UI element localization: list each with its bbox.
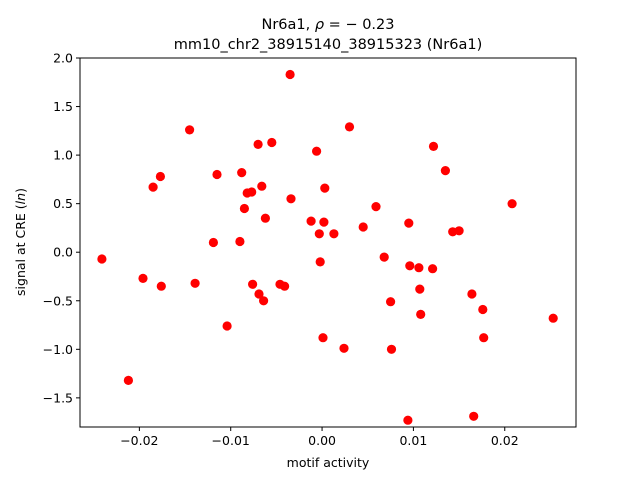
- title-prefix: Nr6a1,: [261, 17, 314, 33]
- data-point-38: [358, 222, 368, 232]
- y-tick-label: 1.0: [53, 148, 73, 163]
- x-axis-ticks: −0.02 −0.01 0.00 0.01 0.02: [120, 427, 519, 448]
- data-point-18: [253, 139, 263, 149]
- x-tick-label: −0.01: [212, 433, 250, 448]
- data-point-7: [185, 125, 195, 135]
- data-point-33: [319, 217, 329, 227]
- data-point-26: [285, 69, 295, 80]
- data-point-44: [404, 218, 414, 228]
- chart-title-line1: Nr6a1, ρ = − 0.23: [261, 17, 394, 33]
- data-point-21: [259, 296, 269, 306]
- plot-frame: [79, 57, 577, 428]
- data-point-45: [405, 261, 415, 271]
- y-axis-label: signal at CRE (ln): [13, 188, 28, 296]
- title-rho: ρ: [315, 17, 325, 33]
- y-tick-label: 1.5: [53, 99, 73, 114]
- data-points: [97, 69, 558, 425]
- data-point-58: [507, 199, 517, 209]
- data-point-40: [379, 252, 389, 262]
- data-point-47: [415, 284, 425, 294]
- data-point-30: [314, 229, 324, 239]
- data-point-39: [371, 202, 381, 212]
- data-point-54: [467, 289, 477, 299]
- data-point-59: [548, 313, 558, 323]
- data-point-11: [222, 321, 232, 331]
- data-point-53: [454, 226, 464, 236]
- x-tick-label: 0.00: [308, 433, 336, 448]
- data-point-23: [267, 137, 277, 148]
- data-point-3: [138, 273, 148, 283]
- chart-title-line2: mm10_chr2_38915140_38915323 (Nr6a1): [174, 37, 482, 53]
- y-axis-label-unit: ln: [13, 193, 28, 204]
- data-point-43: [403, 415, 413, 425]
- data-point-13: [237, 168, 247, 178]
- data-point-42: [386, 344, 397, 354]
- data-point-12: [235, 236, 245, 247]
- x-tick-label: 0.02: [491, 433, 519, 448]
- data-point-48: [416, 309, 426, 319]
- data-point-49: [428, 264, 438, 274]
- data-point-8: [190, 278, 200, 288]
- data-point-41: [386, 297, 396, 307]
- data-point-14: [239, 203, 249, 214]
- y-tick-label: −1.0: [43, 342, 73, 357]
- data-point-2: [123, 375, 133, 385]
- x-tick-label: −0.02: [120, 433, 158, 448]
- data-point-20: [257, 181, 267, 191]
- data-point-25: [280, 281, 290, 291]
- data-point-34: [320, 183, 330, 193]
- data-point-57: [479, 333, 489, 343]
- data-point-32: [318, 333, 328, 343]
- y-tick-label: 0.0: [53, 245, 73, 260]
- x-axis-label: motif activity: [287, 455, 370, 470]
- y-axis-ticks: −1.5 −1.0 −0.5 0.0 0.5 1.0 1.5 2.0: [43, 51, 80, 405]
- y-tick-label: 0.5: [53, 196, 73, 211]
- data-point-37: [344, 122, 355, 132]
- data-point-51: [440, 166, 450, 176]
- y-tick-label: 2.0: [53, 51, 73, 66]
- data-point-17: [248, 279, 258, 289]
- data-point-9: [208, 237, 218, 248]
- x-tick-label: 0.01: [399, 433, 427, 448]
- title-rho-value: = − 0.23: [324, 17, 394, 33]
- data-point-31: [315, 257, 325, 267]
- data-point-50: [428, 141, 439, 151]
- data-point-1: [97, 254, 107, 264]
- data-point-19: [254, 289, 264, 299]
- data-point-27: [286, 194, 296, 204]
- data-point-55: [469, 411, 479, 421]
- data-point-22: [260, 213, 270, 223]
- y-axis-label-prefix: signal at CRE (: [13, 204, 28, 296]
- data-point-56: [478, 304, 488, 315]
- data-point-35: [329, 229, 339, 239]
- data-point-10: [212, 169, 222, 180]
- data-point-6: [156, 281, 166, 291]
- data-point-4: [148, 182, 158, 192]
- data-point-28: [306, 216, 316, 226]
- data-point-29: [312, 146, 322, 156]
- data-point-5: [155, 171, 165, 182]
- data-point-46: [414, 263, 424, 273]
- y-tick-label: −0.5: [43, 293, 73, 308]
- data-point-36: [339, 343, 349, 353]
- y-tick-label: −1.5: [43, 390, 73, 405]
- data-point-16: [247, 187, 257, 197]
- y-axis-label-suffix: ): [13, 188, 28, 193]
